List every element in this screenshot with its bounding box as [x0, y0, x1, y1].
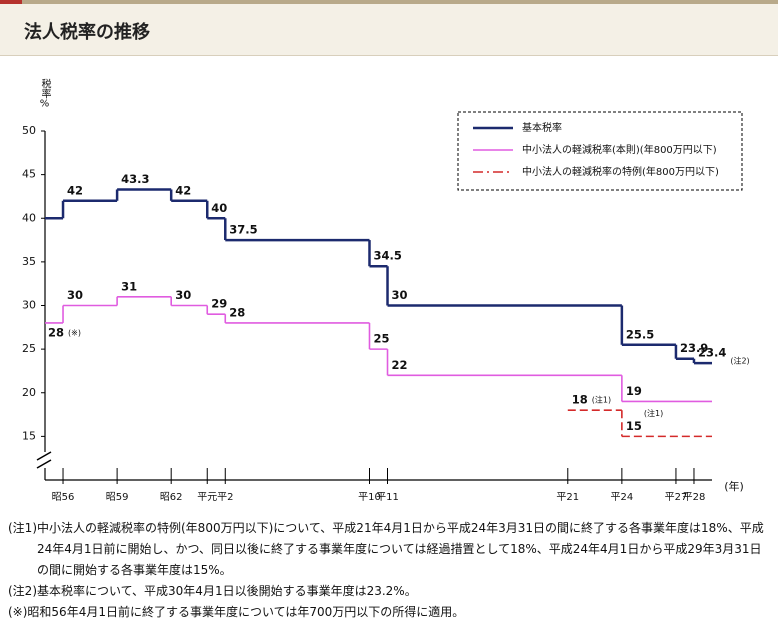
chart: 税率% (年) 15 20 25 30 35 40 45 50 昭56 昭59 昭62 平元 平2 平10…	[22, 77, 750, 503]
y-tick-label: 20	[22, 386, 36, 399]
data-label: 18	[572, 393, 588, 407]
data-label: 22	[392, 358, 408, 372]
data-label: 29	[211, 297, 227, 311]
header-accent	[0, 0, 22, 4]
point-note: (※)	[68, 328, 81, 337]
x-tick-label: 平24	[610, 492, 633, 503]
data-label: 43.3	[121, 172, 149, 186]
data-label: 28	[48, 325, 64, 339]
x-tick-label: 平10	[358, 492, 381, 503]
data-label: 23.4	[698, 346, 726, 360]
data-label: 19	[626, 384, 642, 398]
note-text: 中小法人の軽減税率の特例(年800万円以下)について、平成21年4月1日から平成…	[37, 521, 764, 577]
data-label: 25	[373, 332, 389, 346]
point-note: (注1)	[592, 395, 611, 405]
x-tick-label: 平11	[376, 492, 399, 503]
y-tick-label: 30	[22, 299, 36, 312]
data-label: 40	[211, 201, 227, 215]
y-axis-label: 税率%	[39, 77, 51, 109]
y-tick-label: 15	[22, 429, 36, 442]
point-note: (注2)	[730, 356, 749, 366]
note: (注1) 中小法人の軽減税率の特例(年800万円以下)について、平成21年4月1日…	[8, 518, 773, 581]
data-label: 42	[67, 183, 83, 197]
axis-break	[36, 451, 52, 461]
data-label: 15	[626, 419, 642, 433]
x-tick-label: 昭56	[52, 491, 75, 503]
x-tick-label: 平2	[217, 492, 233, 503]
y-tick-label: 40	[22, 211, 36, 224]
data-label: 28	[229, 305, 245, 319]
x-tick-label: 平28	[683, 492, 706, 503]
x-tick-label: 昭59	[106, 491, 129, 503]
note-label: (※)	[8, 605, 28, 619]
note: (※) 昭和56年4月1日前に終了する事業年度については年700万円以下の所得に適…	[8, 602, 773, 623]
note-label: (注2)	[8, 584, 37, 598]
x-tick-label: 平元	[197, 492, 217, 503]
y-tick-label: 45	[22, 168, 36, 181]
data-label: 34.5	[373, 249, 401, 263]
data-label: 37.5	[229, 223, 257, 237]
y-tick-label: 25	[22, 342, 36, 355]
note-text: 基本税率について、平成30年4月1日以後開始する事業年度は23.2%。	[37, 584, 417, 598]
legend-box	[457, 111, 743, 191]
data-label: 30	[67, 288, 83, 302]
legend-label: 中小法人の軽減税率の特例(年800万円以下)	[522, 165, 719, 178]
legend-label: 中小法人の軽減税率(本則)(年800万円以下)	[522, 143, 717, 156]
note-text: 昭和56年4月1日前に終了する事業年度については年700万円以下の所得に適用。	[27, 605, 465, 619]
data-label: 42	[175, 183, 191, 197]
data-label: 23.9	[680, 341, 708, 355]
note: (注2) 基本税率について、平成30年4月1日以後開始する事業年度は23.2%。	[8, 581, 773, 602]
data-label: 25.5	[626, 327, 654, 341]
x-tick-label: 平27	[665, 492, 688, 503]
x-tick-label: 昭62	[160, 491, 183, 503]
notes: (注1) 中小法人の軽減税率の特例(年800万円以下)について、平成21年4月1日…	[8, 518, 773, 623]
data-label: 31	[121, 279, 137, 293]
x-tick-label: 平21	[556, 492, 579, 503]
y-tick-label: 50	[22, 124, 36, 137]
page-title: 法人税率の推移	[24, 22, 150, 43]
y-tick-label: 35	[22, 255, 36, 268]
legend-label: 基本税率	[522, 121, 562, 134]
point-note: (注1)	[644, 408, 663, 418]
data-label: 30	[175, 288, 191, 302]
note-label: (注1)	[8, 521, 37, 535]
axis-break	[36, 459, 52, 469]
x-axis-label: (年)	[724, 479, 744, 493]
header: 法人税率の推移	[0, 0, 778, 56]
data-label: 30	[392, 288, 408, 302]
